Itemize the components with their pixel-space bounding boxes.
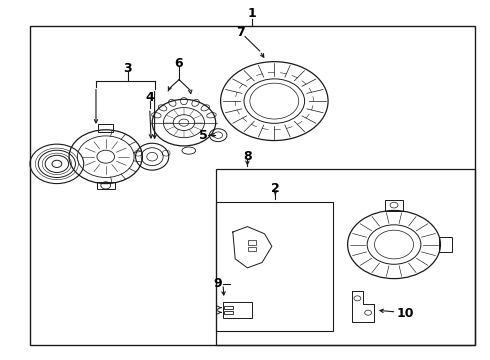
Bar xyxy=(224,306,233,309)
Bar xyxy=(248,247,256,251)
Text: 1: 1 xyxy=(248,8,257,21)
Bar xyxy=(216,169,475,345)
Bar xyxy=(98,125,113,132)
Bar xyxy=(440,237,452,252)
Bar xyxy=(224,311,233,314)
Text: 9: 9 xyxy=(214,278,222,291)
Text: 6: 6 xyxy=(175,57,183,69)
Text: 7: 7 xyxy=(236,27,245,40)
Bar xyxy=(248,240,256,244)
Bar xyxy=(216,202,333,330)
Bar xyxy=(223,302,252,318)
Text: 8: 8 xyxy=(243,150,252,163)
Text: 10: 10 xyxy=(396,307,414,320)
Text: 4: 4 xyxy=(146,91,154,104)
Bar xyxy=(97,182,115,189)
Text: 2: 2 xyxy=(271,182,280,195)
Bar xyxy=(30,26,475,345)
Bar xyxy=(385,201,403,211)
Text: 5: 5 xyxy=(199,129,208,142)
Text: 3: 3 xyxy=(123,62,132,75)
